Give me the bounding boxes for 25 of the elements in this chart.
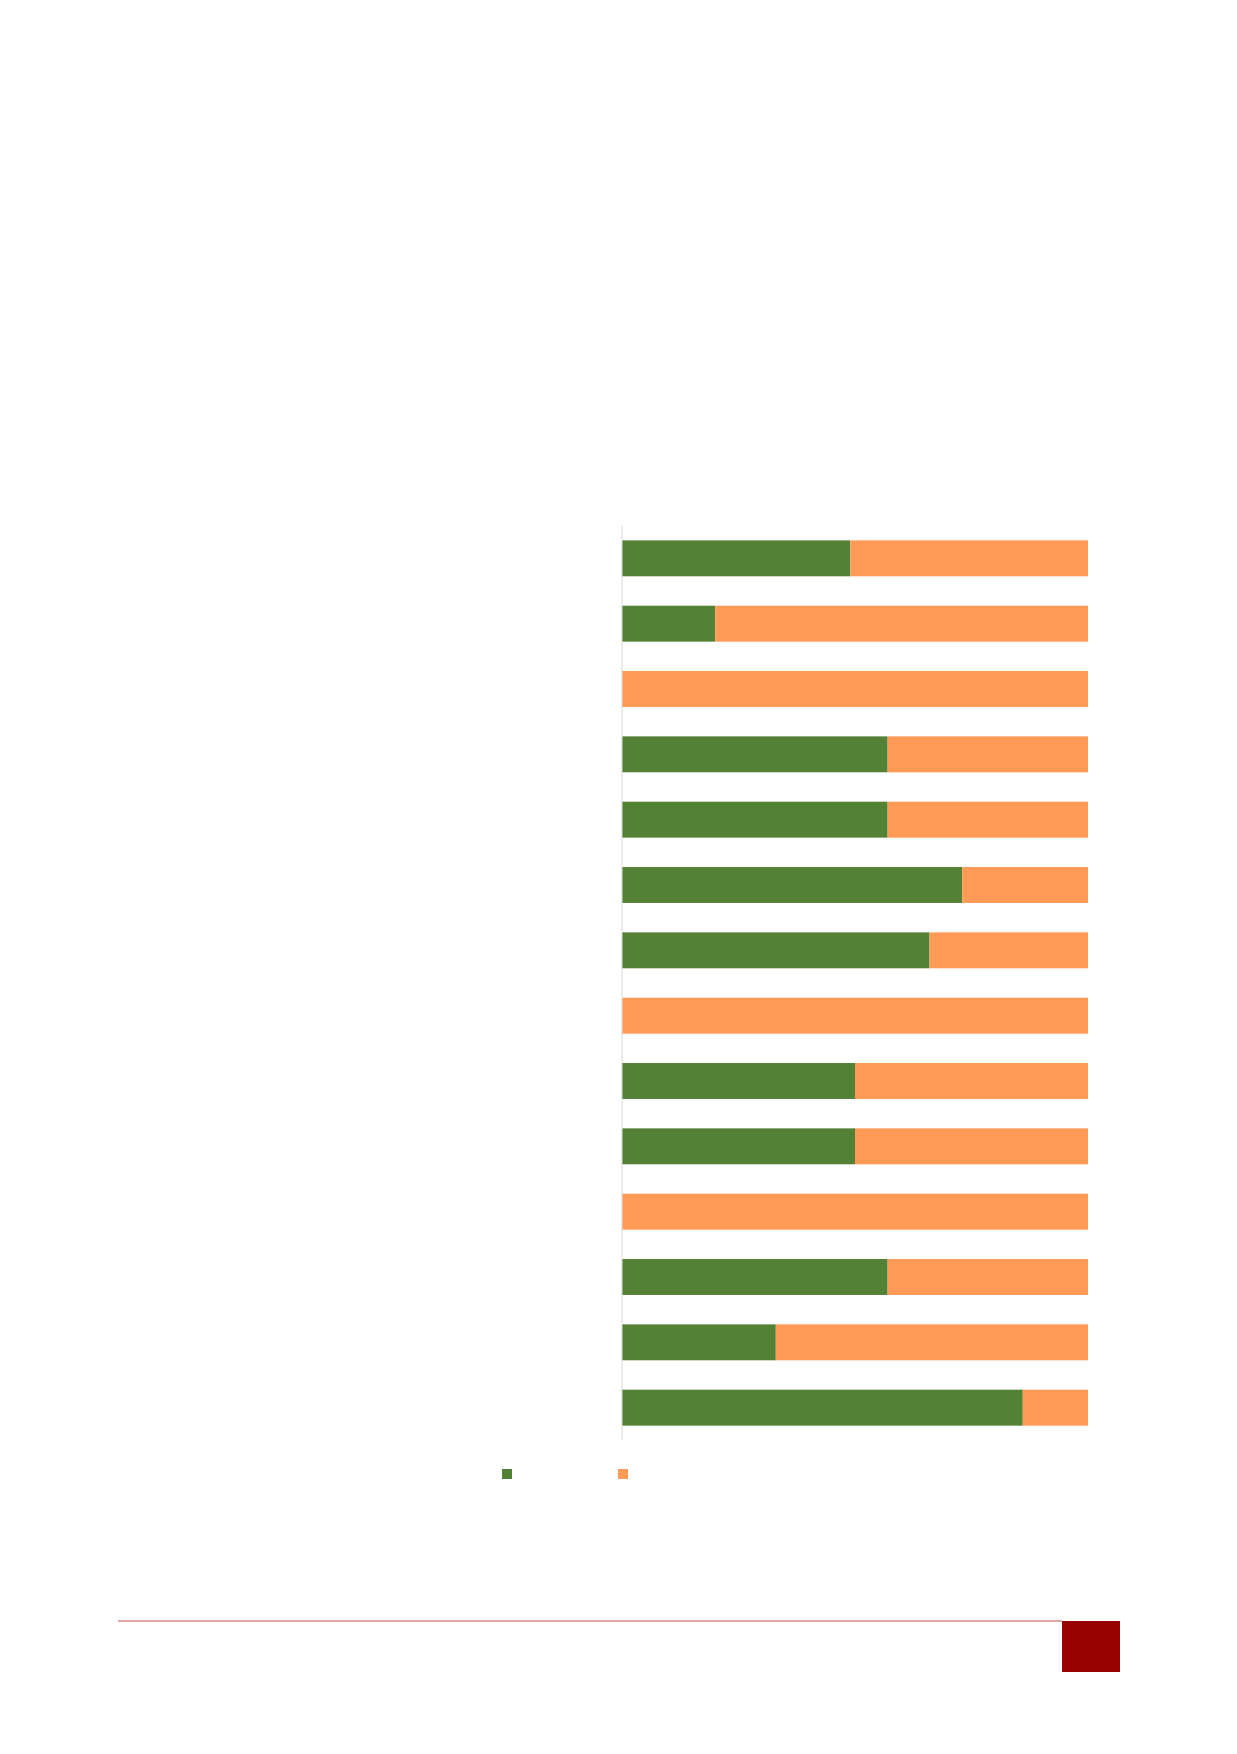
bar (622, 801, 888, 838)
bar (962, 867, 1088, 903)
bar (622, 605, 716, 642)
bar (887, 736, 1088, 773)
bar (622, 1193, 1088, 1230)
bar (622, 540, 851, 577)
bar (622, 1324, 776, 1361)
bar (622, 1128, 855, 1165)
bar (622, 867, 963, 903)
bar (622, 1063, 855, 1099)
bar (887, 801, 1088, 838)
bar (622, 932, 930, 969)
bar (887, 1259, 1088, 1295)
bar (929, 932, 1088, 969)
bar (622, 1389, 1023, 1426)
bar (855, 1128, 1088, 1165)
bar (622, 1259, 888, 1295)
bar (715, 605, 1088, 642)
bar (622, 671, 1088, 707)
bar (622, 736, 888, 773)
bar (855, 1063, 1088, 1099)
bar (775, 1324, 1088, 1361)
bar (622, 997, 1088, 1034)
bar (1022, 1389, 1088, 1426)
bar (850, 540, 1088, 577)
